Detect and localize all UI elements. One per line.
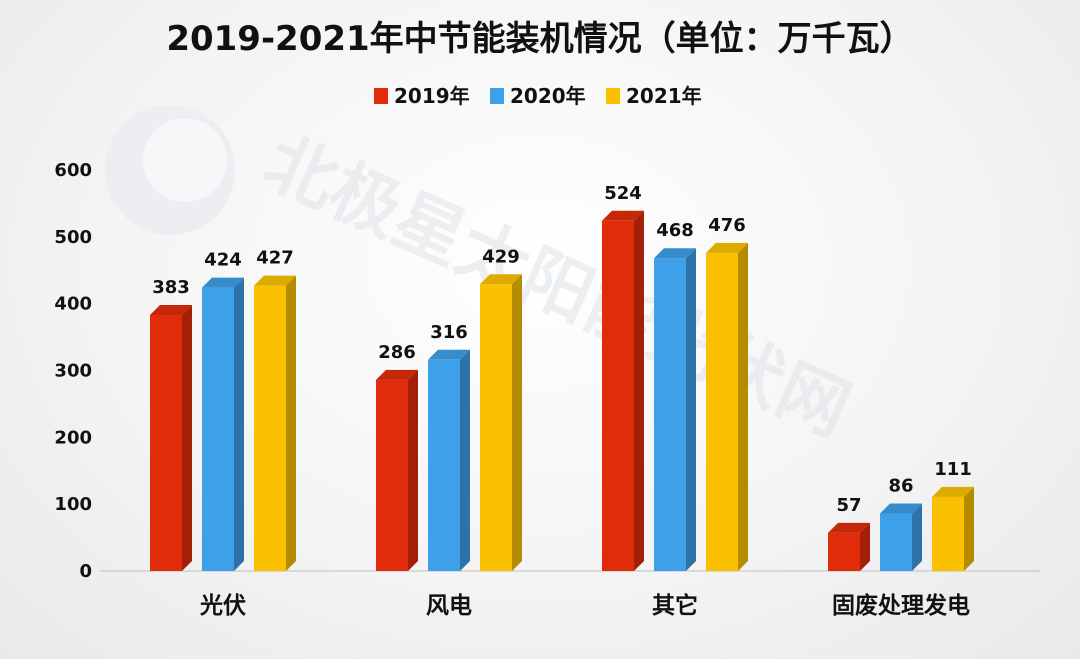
bar-side <box>182 305 192 571</box>
bar <box>654 258 686 571</box>
data-label: 383 <box>152 277 190 298</box>
y-tick-label: 600 <box>54 160 92 181</box>
data-label: 286 <box>378 342 416 363</box>
bar <box>480 284 512 571</box>
y-tick-label: 500 <box>54 227 92 248</box>
watermark-text: 北极星太阳能光伏网 <box>253 121 862 452</box>
data-label: 57 <box>836 495 861 516</box>
bar <box>932 496 964 571</box>
y-tick-label: 200 <box>54 427 92 448</box>
bar-side <box>634 210 644 571</box>
data-label: 424 <box>204 250 242 271</box>
x-category-label: 风电 <box>426 593 472 619</box>
x-category-label: 固废处理发电 <box>832 592 970 619</box>
data-label: 111 <box>934 459 972 480</box>
legend-swatch <box>490 88 504 104</box>
data-label: 476 <box>708 215 746 236</box>
bar <box>428 359 460 571</box>
bar-side <box>234 277 244 571</box>
bar <box>150 315 182 571</box>
bar-side <box>738 242 748 571</box>
y-axis: 0 100 200 300 400 500 600 <box>54 160 92 582</box>
data-label: 427 <box>256 248 294 269</box>
bar <box>880 513 912 571</box>
data-label: 468 <box>656 220 694 241</box>
chart-title: 2019-2021年中节能装机情况（单位：万千瓦） <box>166 19 913 59</box>
data-label: 429 <box>482 246 520 267</box>
bar-side <box>460 349 470 571</box>
data-label: 316 <box>430 322 468 343</box>
bar-top <box>654 248 696 259</box>
y-tick-label: 0 <box>79 561 92 582</box>
legend-label: 2020年 <box>510 84 586 108</box>
x-category-label: 光伏 <box>199 592 246 619</box>
bar <box>202 287 234 571</box>
bar-side <box>286 275 296 571</box>
y-tick-label: 300 <box>54 361 92 382</box>
data-label: 524 <box>604 183 642 204</box>
bar <box>706 252 738 571</box>
y-tick-label: 100 <box>54 494 92 515</box>
legend-label: 2021年 <box>626 84 702 108</box>
bar-top <box>880 503 922 514</box>
legend-label: 2019年 <box>394 84 470 108</box>
bars: 383 424 427 286 316 429 524 468 476 57 86 111 <box>150 183 974 571</box>
legend: 2019年 2020年 2021年 <box>374 84 702 108</box>
bar <box>376 379 408 571</box>
bar <box>602 220 634 571</box>
bar-top <box>150 305 192 316</box>
bar-side <box>860 522 870 571</box>
bar-top <box>932 486 974 497</box>
bar <box>828 532 860 571</box>
bar-side <box>512 274 522 571</box>
bar-side <box>686 248 696 571</box>
x-category-label: 其它 <box>652 592 698 619</box>
bar-top <box>202 277 244 288</box>
x-axis: 光伏 风电 其它 固废处理发电 <box>199 592 970 619</box>
bar-top <box>602 210 644 221</box>
bar-top <box>376 369 418 380</box>
bar-top <box>706 242 748 253</box>
bar <box>254 285 286 571</box>
y-tick-label: 400 <box>54 294 92 315</box>
bar-side <box>408 369 418 571</box>
bar-side <box>912 503 922 571</box>
legend-swatch <box>374 88 388 104</box>
bar-top <box>828 522 870 533</box>
legend-swatch <box>606 88 620 104</box>
bar-side <box>964 486 974 571</box>
bar-top <box>480 274 522 285</box>
data-label: 86 <box>888 476 913 497</box>
bar-top <box>254 275 296 286</box>
bar-top <box>428 349 470 360</box>
